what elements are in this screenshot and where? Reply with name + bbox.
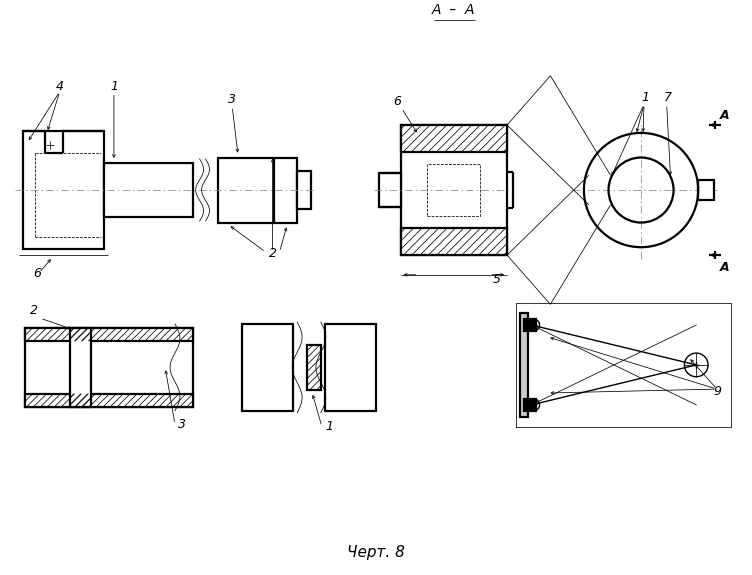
Bar xyxy=(401,125,507,255)
Text: 1: 1 xyxy=(641,91,649,105)
Bar xyxy=(524,399,535,411)
Bar xyxy=(26,328,193,407)
Bar xyxy=(307,345,321,390)
Bar xyxy=(23,131,104,249)
Bar xyxy=(325,324,376,411)
Text: 5: 5 xyxy=(493,273,502,286)
Text: 2: 2 xyxy=(30,304,38,317)
Text: 1: 1 xyxy=(110,79,118,93)
Bar xyxy=(26,394,193,407)
Bar xyxy=(427,164,481,216)
Text: 2: 2 xyxy=(268,247,277,260)
Text: Черт. 8: Черт. 8 xyxy=(347,545,405,560)
Bar xyxy=(520,313,528,417)
Circle shape xyxy=(531,402,537,408)
Circle shape xyxy=(531,322,537,328)
Text: 7: 7 xyxy=(664,91,672,105)
Text: 3: 3 xyxy=(178,419,186,431)
Text: А: А xyxy=(720,261,729,274)
Bar xyxy=(379,173,401,207)
Bar xyxy=(242,324,293,411)
Bar xyxy=(104,163,193,217)
Bar xyxy=(297,171,311,209)
Bar xyxy=(26,328,193,341)
Text: 9: 9 xyxy=(713,385,721,398)
Text: 4: 4 xyxy=(56,79,64,93)
Bar xyxy=(401,125,507,152)
Text: 6: 6 xyxy=(393,95,401,108)
Text: 1: 1 xyxy=(326,420,334,434)
Text: А  –  А: А – А xyxy=(432,3,475,17)
Bar xyxy=(524,319,535,331)
Text: А: А xyxy=(720,109,729,122)
Text: 3: 3 xyxy=(228,93,236,106)
Bar xyxy=(401,228,507,255)
Bar xyxy=(70,328,91,407)
Bar xyxy=(218,158,297,223)
Bar xyxy=(698,180,714,200)
Text: 6: 6 xyxy=(33,267,41,280)
